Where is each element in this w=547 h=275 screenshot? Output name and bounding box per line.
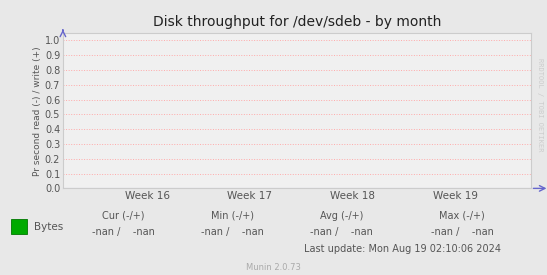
Text: -nan /    -nan: -nan / -nan <box>431 227 493 237</box>
Text: Avg (-/+): Avg (-/+) <box>320 211 364 221</box>
Text: RRDTOOL / TOBI OETIKER: RRDTOOL / TOBI OETIKER <box>537 58 543 151</box>
Title: Disk throughput for /dev/sdeb - by month: Disk throughput for /dev/sdeb - by month <box>153 15 441 29</box>
Text: -nan /    -nan: -nan / -nan <box>92 227 154 237</box>
Text: Cur (-/+): Cur (-/+) <box>102 211 144 221</box>
Y-axis label: Pr second read (-) / write (+): Pr second read (-) / write (+) <box>33 46 42 175</box>
Text: Min (-/+): Min (-/+) <box>211 211 254 221</box>
Text: Max (-/+): Max (-/+) <box>439 211 485 221</box>
Text: -nan /    -nan: -nan / -nan <box>311 227 373 237</box>
Text: Bytes: Bytes <box>34 222 63 232</box>
Text: Munin 2.0.73: Munin 2.0.73 <box>246 263 301 272</box>
Text: -nan /    -nan: -nan / -nan <box>201 227 264 237</box>
Text: Last update: Mon Aug 19 02:10:06 2024: Last update: Mon Aug 19 02:10:06 2024 <box>304 244 501 254</box>
